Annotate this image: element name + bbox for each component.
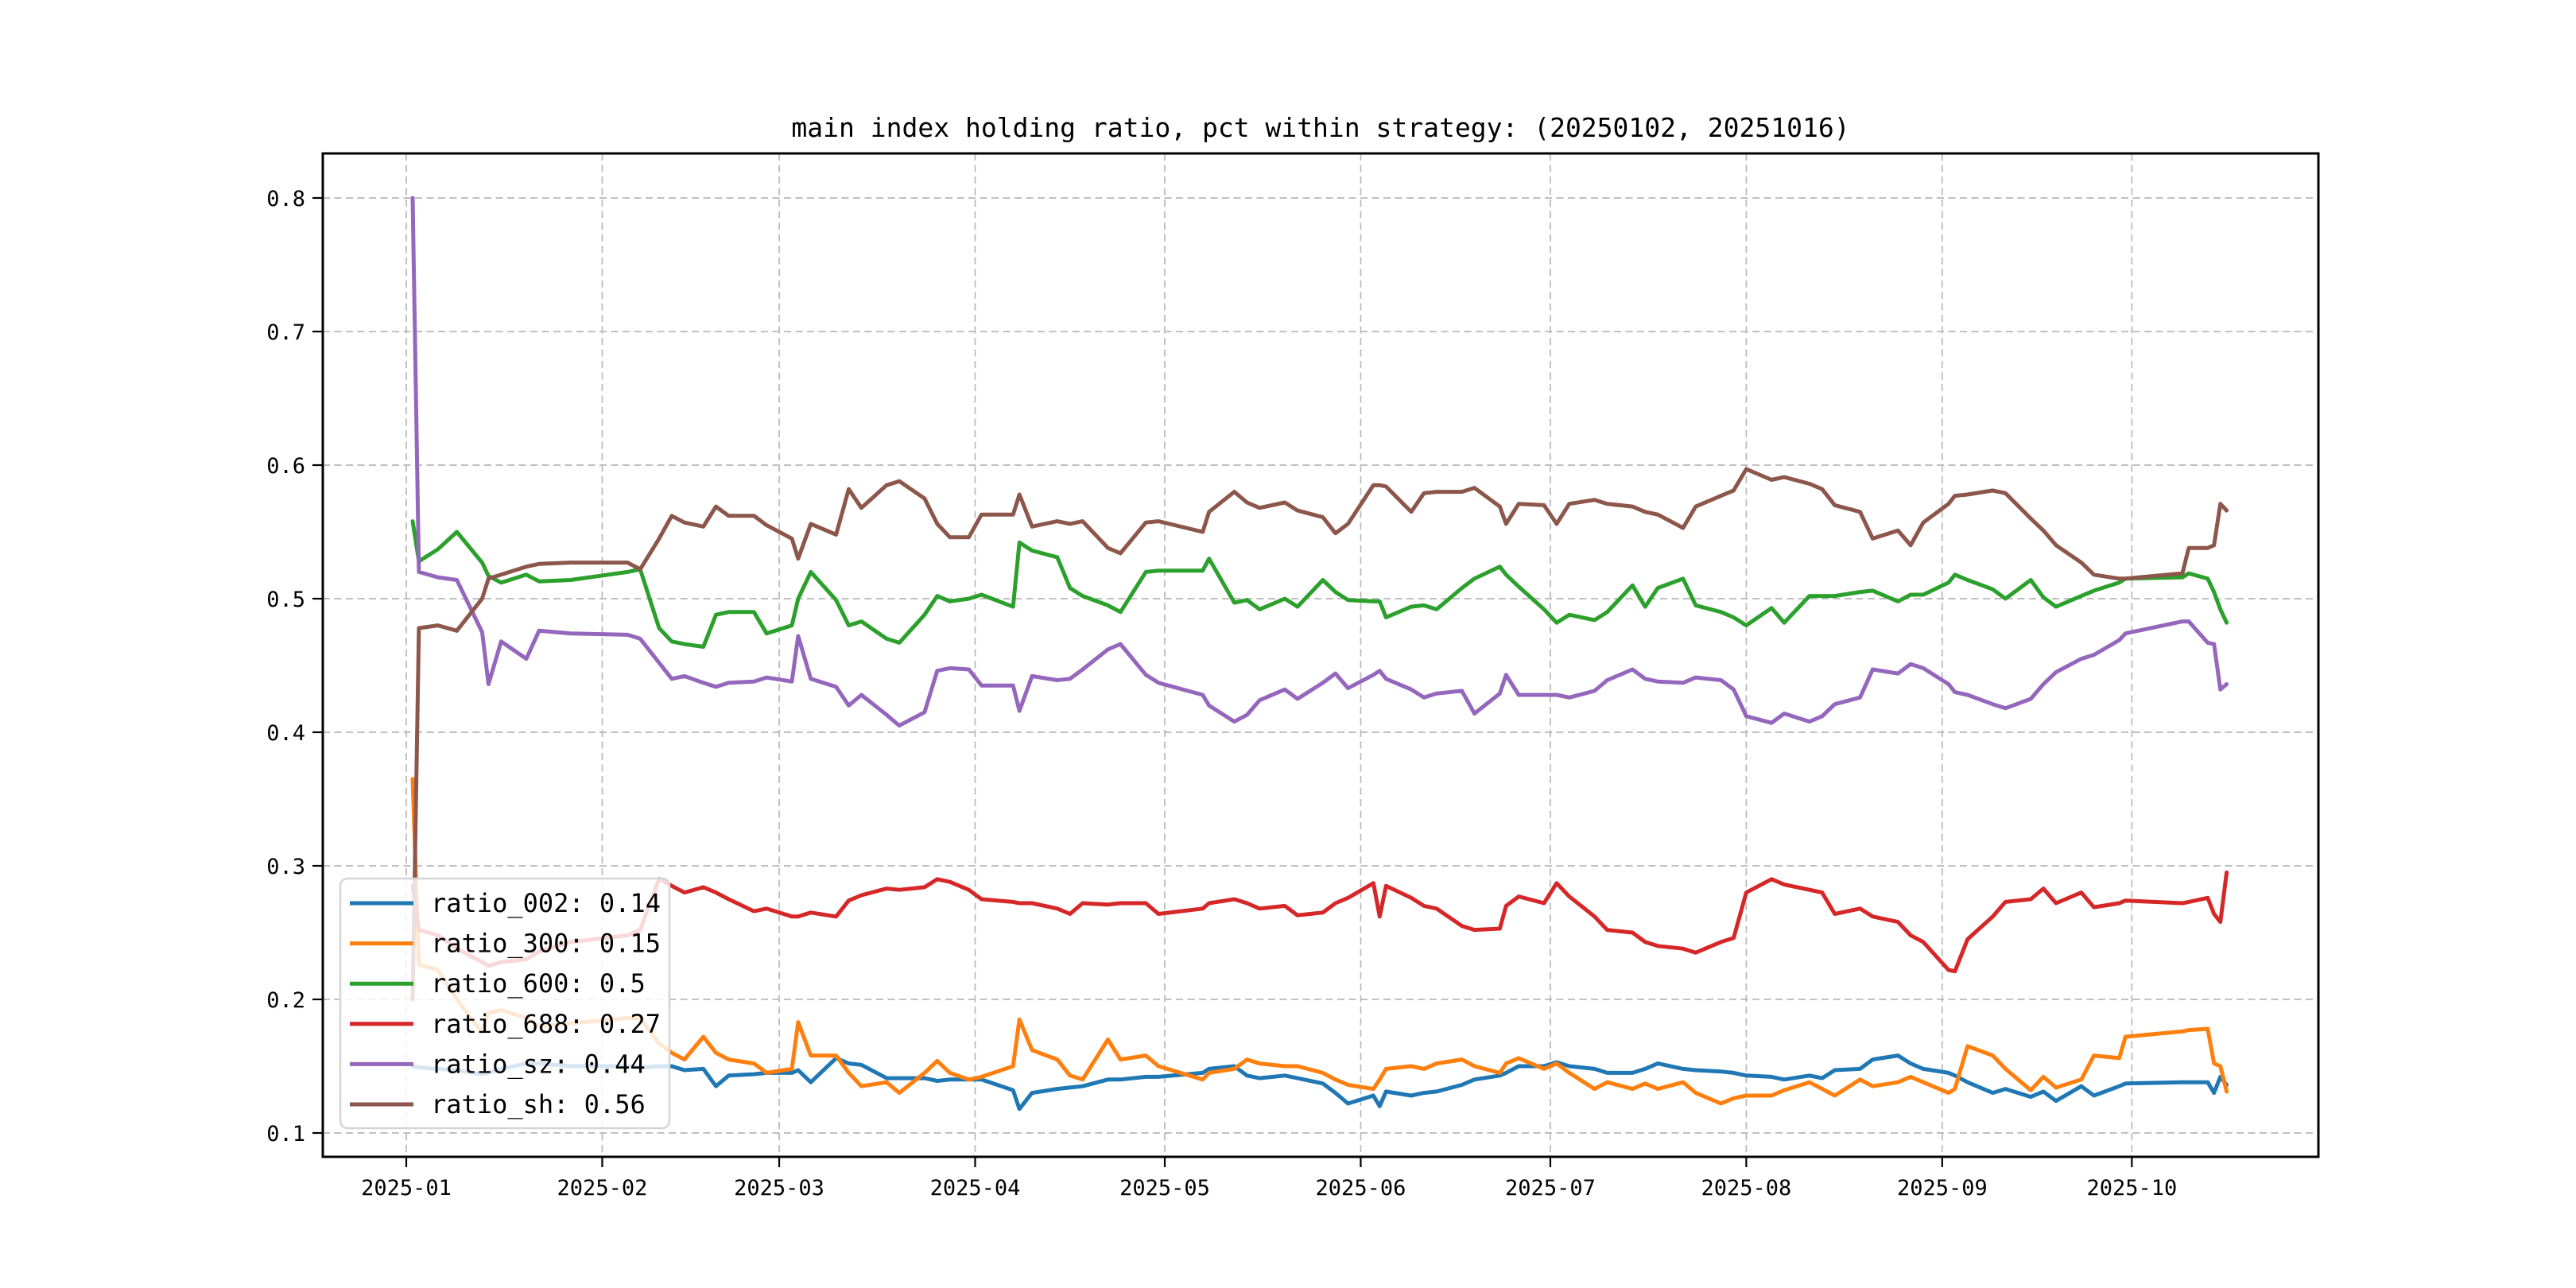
y-tick-label: 0.2 (266, 988, 305, 1013)
legend: ratio_002: 0.14 ratio_300: 0.15 ratio_600:… (339, 877, 671, 1130)
y-tick-label: 0.4 (266, 721, 305, 746)
legend-item-ratio_600: ratio_600: 0.5 (350, 968, 646, 999)
legend-item-ratio_002: ratio_002: 0.14 (350, 888, 661, 918)
x-tick-label: 2025-06 (1316, 1176, 1406, 1201)
legend-label-ratio_300: ratio_300: 0.15 (431, 929, 661, 959)
chart-title: main index holding ratio, pct within str… (791, 112, 1849, 143)
series-line-ratio_sh (410, 467, 2229, 1002)
legend-item-ratio_sh: ratio_sh: 0.56 (350, 1089, 646, 1119)
x-tick-label: 2025-10 (2086, 1176, 2177, 1201)
legend-item-ratio_688: ratio_688: 0.27 (350, 1009, 661, 1039)
plot-border (321, 152, 2320, 1158)
x-tick-label: 2025-01 (361, 1176, 452, 1201)
legend-label-ratio_sz: ratio_sz: 0.44 (431, 1049, 646, 1079)
x-tick-label: 2025-04 (930, 1176, 1021, 1201)
series-line-ratio_600 (410, 519, 2229, 649)
series-line-ratio_688 (410, 870, 2229, 974)
axis-tick-labels: 0.1 0.2 0.3 0.4 0.5 0.6 0.7 0.8 2025-01 2025-02 20… (266, 187, 2177, 1201)
legend-label-ratio_688: ratio_688: 0.27 (431, 1009, 661, 1039)
legend-item-ratio_sz: ratio_sz: 0.44 (350, 1049, 646, 1079)
x-tick-label: 2025-09 (1897, 1176, 1988, 1201)
series-lines (410, 196, 2229, 1111)
x-tick-label: 2025-02 (557, 1176, 648, 1201)
y-tick-label: 0.7 (266, 320, 305, 345)
x-tick-label: 2025-05 (1119, 1176, 1210, 1201)
axis-ticks (312, 196, 2133, 1167)
legend-label-ratio_002: ratio_002: 0.14 (431, 888, 661, 918)
series-line-ratio_300 (410, 777, 2229, 1106)
legend-item-ratio_300: ratio_300: 0.15 (350, 929, 661, 959)
series-line-ratio_002 (410, 1053, 2229, 1111)
series-line-ratio_sz (410, 196, 2229, 728)
y-tick-label: 0.8 (266, 187, 305, 211)
y-tick-label: 0.1 (266, 1122, 305, 1146)
y-tick-label: 0.5 (266, 588, 305, 612)
x-tick-label: 2025-03 (734, 1176, 824, 1201)
x-tick-label: 2025-08 (1701, 1176, 1792, 1201)
y-tick-label: 0.6 (266, 454, 305, 479)
x-tick-label: 2025-07 (1505, 1176, 1596, 1201)
y-tick-label: 0.3 (266, 855, 305, 879)
legend-label-ratio_sh: ratio_sh: 0.56 (431, 1089, 646, 1119)
legend-box (339, 877, 671, 1130)
legend-label-ratio_600: ratio_600: 0.5 (431, 968, 646, 999)
